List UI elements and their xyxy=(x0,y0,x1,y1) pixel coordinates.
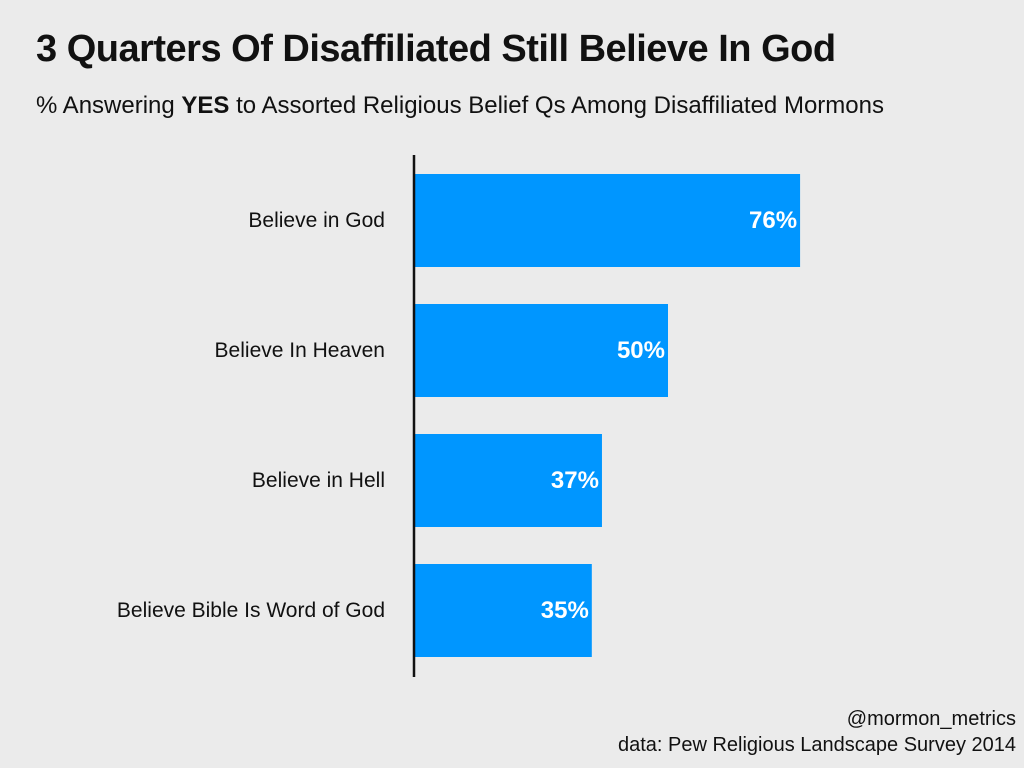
data-source: data: Pew Religious Landscape Survey 201… xyxy=(617,734,1016,756)
bar xyxy=(414,174,801,267)
bar-value-label: 37% xyxy=(551,467,599,494)
category-label: Believe In Heaven xyxy=(215,339,385,362)
subtitle-emphasis: YES xyxy=(181,92,230,119)
chart-subtitle: % Answering YES to Assorted Religious Be… xyxy=(36,92,884,120)
category-label: Believe in Hell xyxy=(252,469,385,492)
category-label: Believe Bible Is Word of God xyxy=(117,599,385,622)
subtitle-suffix: to Assorted Religious Belief Qs Among Di… xyxy=(229,92,884,119)
bar xyxy=(414,434,602,527)
subtitle-prefix: % Answering xyxy=(36,92,182,119)
bar xyxy=(414,564,592,657)
bar xyxy=(414,304,668,397)
category-label: Believe in God xyxy=(248,209,385,232)
bar-value-label: 35% xyxy=(541,597,589,624)
bar-value-label: 50% xyxy=(617,337,665,364)
author-handle: @mormon_metrics xyxy=(846,708,1016,730)
bar-value-label: 76% xyxy=(749,207,797,234)
chart-title: 3 Quarters Of Disaffiliated Still Believ… xyxy=(36,28,836,70)
